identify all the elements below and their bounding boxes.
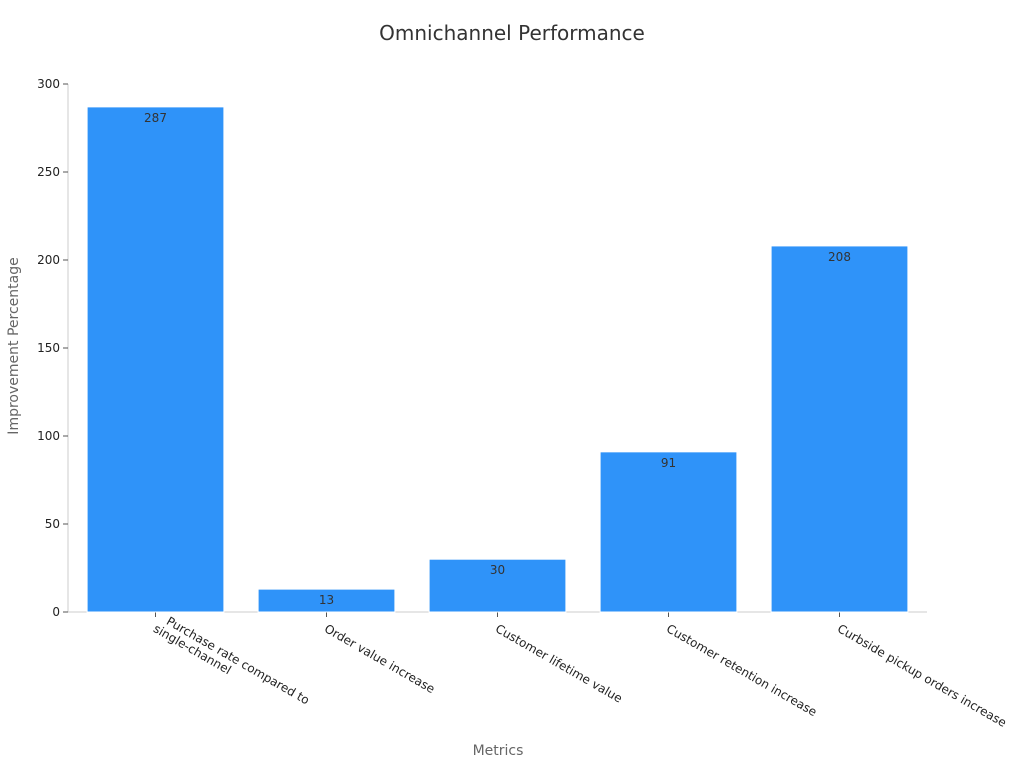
y-tick-label: 0 — [52, 605, 60, 619]
y-tick-label: 100 — [37, 429, 60, 443]
data-label: 287 — [144, 111, 167, 125]
x-tick-label-line: Customer lifetime value — [493, 621, 625, 705]
data-labels: 287 13 30 91 208 — [144, 111, 851, 607]
bar — [599, 451, 738, 613]
x-tick-label-line: Customer retention increase — [664, 621, 819, 719]
x-tick-label: Curbside pickup orders increase — [835, 621, 1009, 729]
bar — [770, 245, 909, 613]
x-tick-label: Order value increase — [322, 621, 437, 696]
x-tick-labels: Purchase rate compared tosingle-channel O… — [151, 610, 1009, 730]
chart-title: Omnichannel Performance — [379, 21, 645, 45]
y-tick-labels: 0 50 100 150 200 250 300 — [37, 77, 60, 619]
data-label: 30 — [490, 563, 505, 577]
bars — [86, 106, 909, 613]
y-tick-label: 50 — [45, 517, 60, 531]
x-tick-label: Customer retention increase — [664, 621, 819, 719]
x-axis-label: Metrics — [473, 743, 524, 759]
y-tick-label: 150 — [37, 341, 60, 355]
x-tick-label-line: Purchase rate compared to — [164, 614, 312, 707]
y-tick-label: 250 — [37, 165, 60, 179]
y-axis-label: Improvement Percentage — [6, 257, 22, 434]
bar — [86, 106, 225, 613]
x-tick-label: Customer lifetime value — [493, 621, 625, 705]
x-tick-label-line: Curbside pickup orders increase — [835, 621, 1009, 729]
y-tick-label: 200 — [37, 253, 60, 267]
bar — [428, 558, 567, 613]
data-label: 13 — [319, 593, 334, 607]
x-tick-label: Purchase rate compared tosingle-channel — [151, 610, 312, 718]
data-label: 208 — [828, 250, 851, 264]
y-tick-label: 300 — [37, 77, 60, 91]
x-tick-label-line: Order value increase — [322, 621, 437, 696]
bar — [257, 588, 396, 613]
data-label: 91 — [661, 456, 676, 470]
